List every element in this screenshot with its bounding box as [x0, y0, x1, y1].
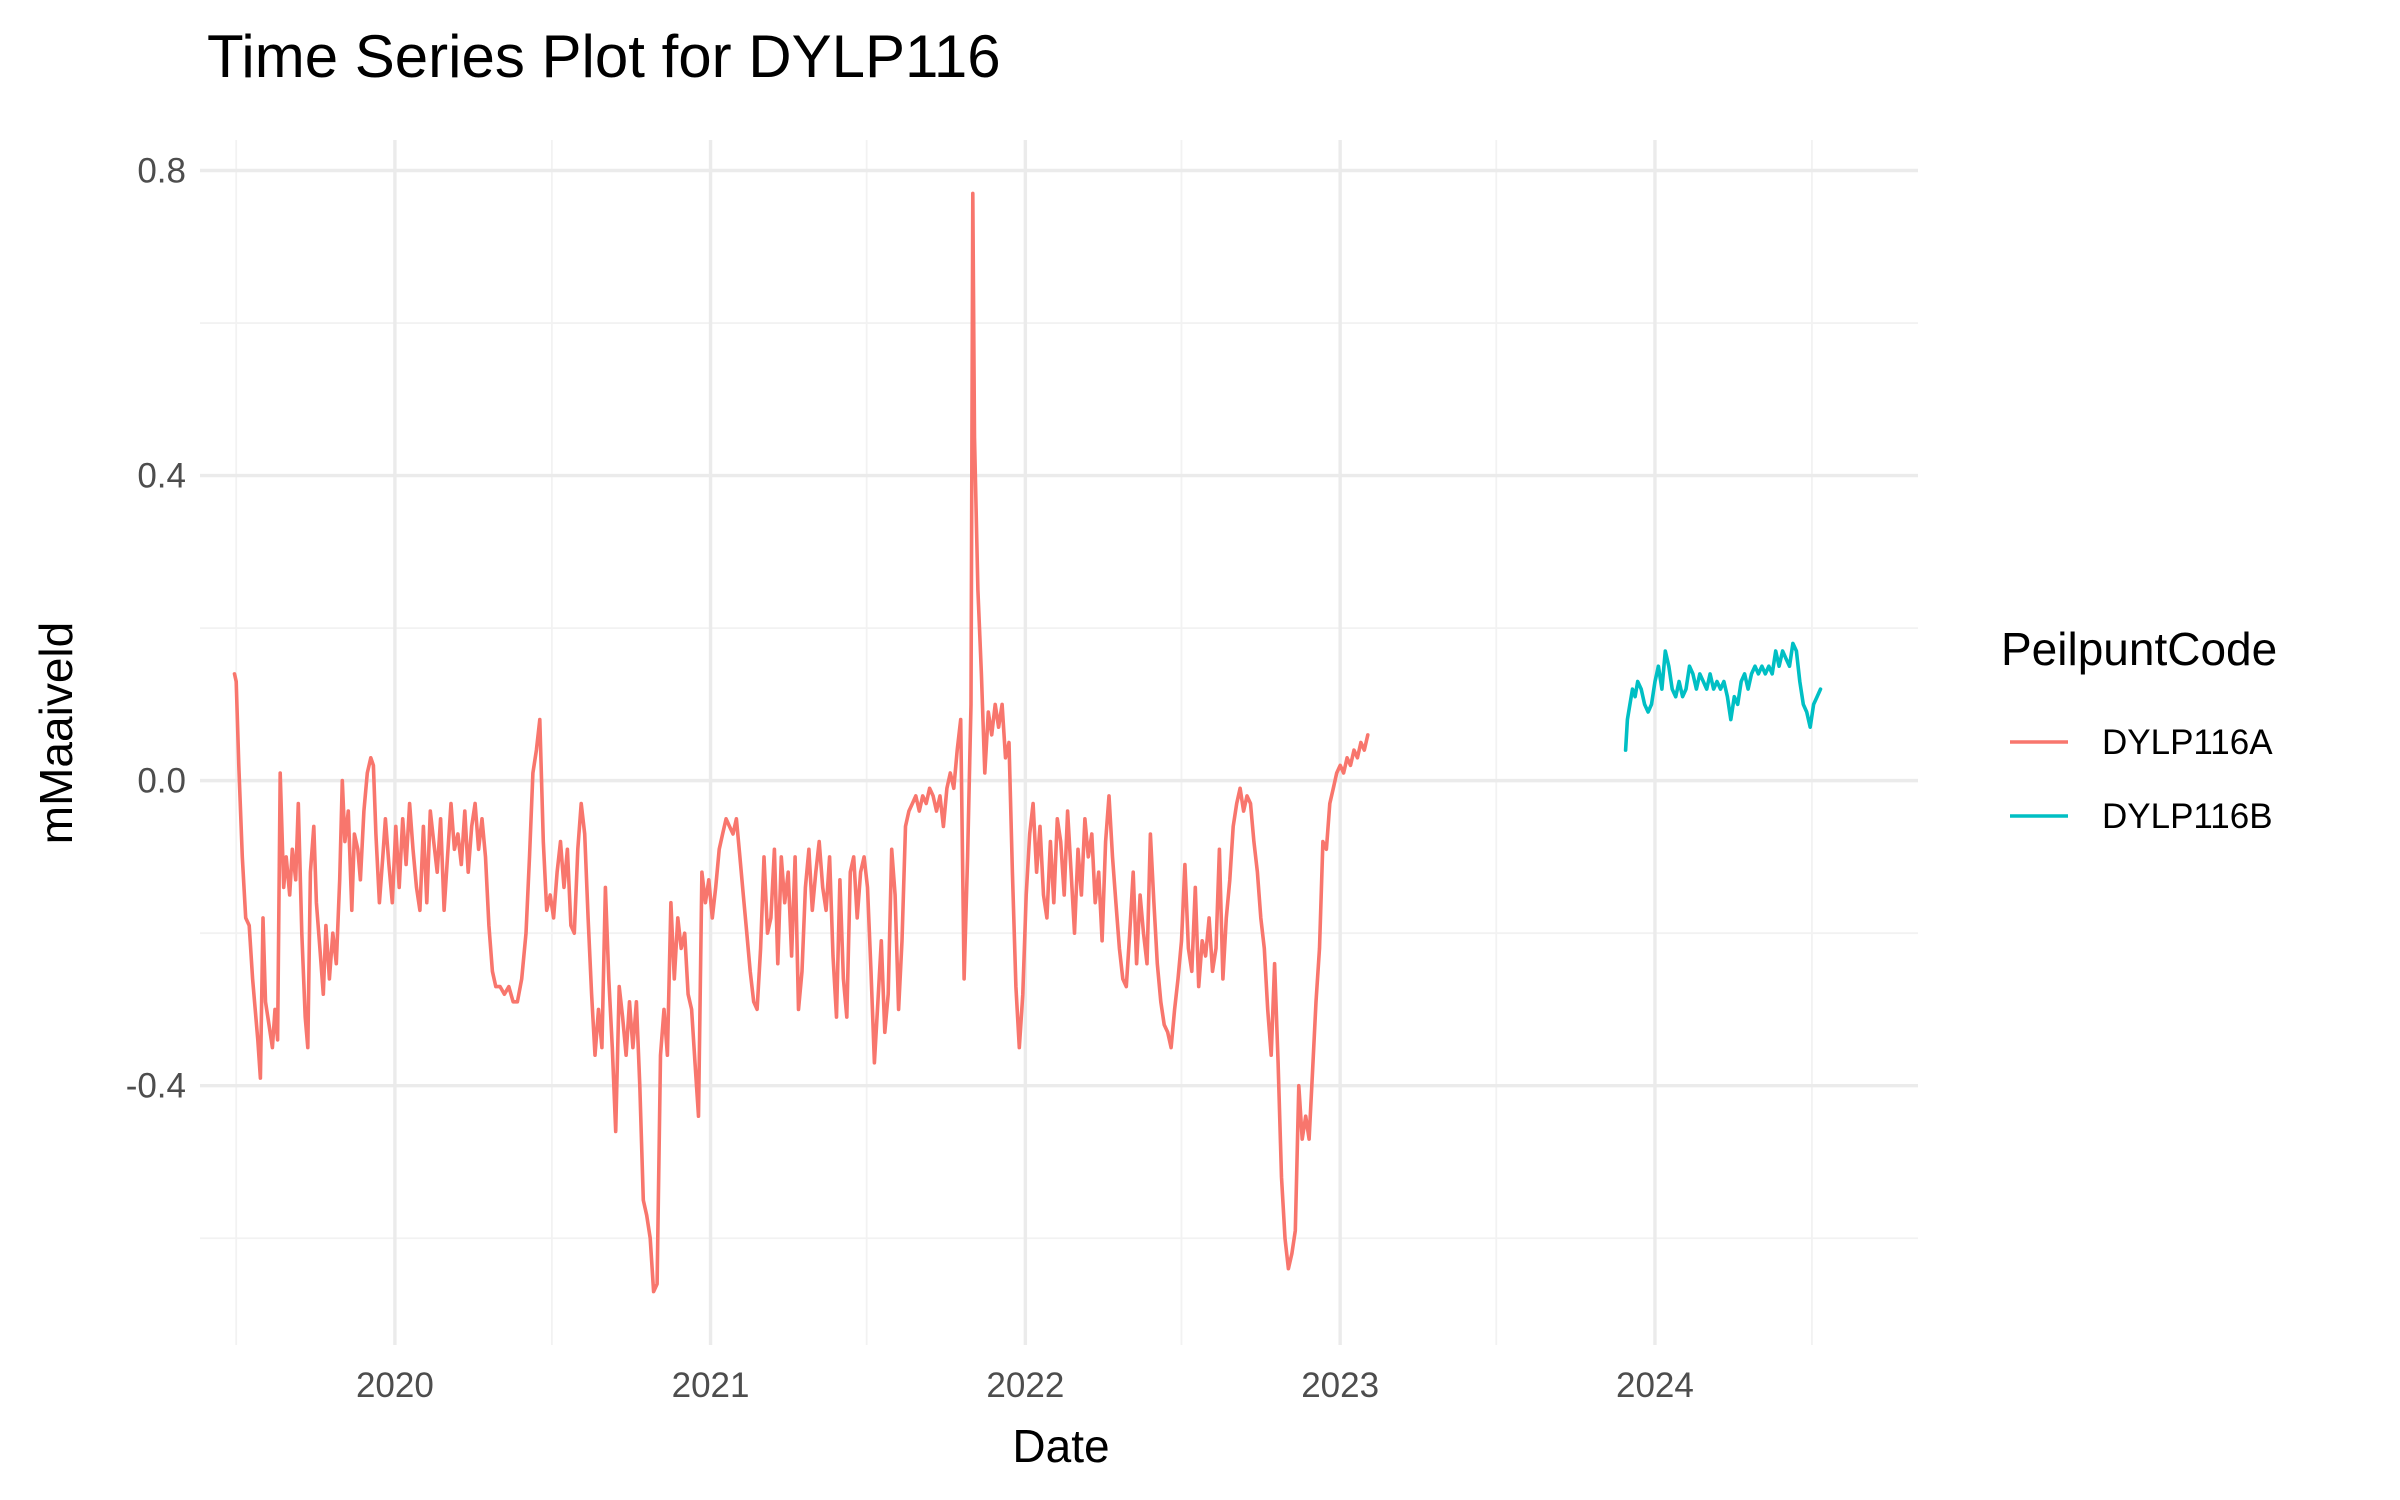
x-tick-label: 2022 [986, 1366, 1064, 1405]
y-axis-tick-labels: -0.4 0.0 0.4 0.8 [126, 152, 186, 1106]
x-tick-label: 2023 [1301, 1366, 1379, 1405]
series-line-dylp116a [232, 191, 1370, 1294]
y-tick-label: 0.4 [137, 457, 186, 496]
y-axis-title: mMaaiveld [30, 622, 82, 844]
legend: PeilpuntCode DYLP116A DYLP116B [2001, 623, 2277, 836]
legend-title: PeilpuntCode [2001, 623, 2277, 675]
x-axis-title: Date [1012, 1420, 1109, 1472]
y-tick-label: -0.4 [126, 1067, 186, 1106]
series-line-dylp116b [1623, 641, 1823, 752]
x-tick-label: 2020 [356, 1366, 434, 1405]
y-tick-label: 0.0 [137, 762, 186, 801]
x-tick-label: 2021 [672, 1366, 750, 1405]
x-tick-label: 2024 [1616, 1366, 1694, 1405]
legend-label-dylp116b: DYLP116B [2102, 797, 2273, 836]
chart-title: Time Series Plot for DYLP116 [207, 23, 1001, 90]
minor-gridlines [200, 140, 1918, 1345]
series-layer [232, 191, 1823, 1294]
x-axis-tick-labels: 2020 2021 2022 2023 2024 [356, 1366, 1694, 1405]
legend-items: DYLP116A DYLP116B [2010, 723, 2273, 836]
major-gridlines [200, 140, 1918, 1345]
y-tick-label: 0.8 [137, 152, 186, 191]
legend-label-dylp116a: DYLP116A [2102, 723, 2273, 762]
